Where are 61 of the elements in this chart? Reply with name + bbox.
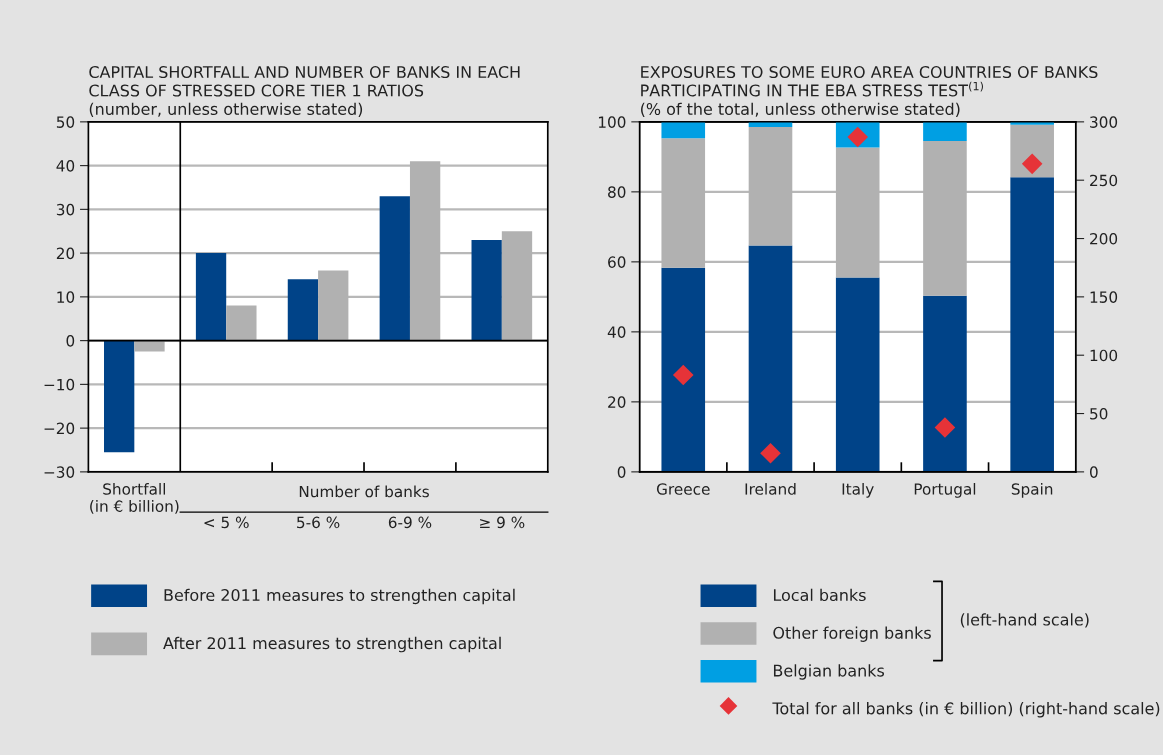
point: [672, 364, 694, 386]
y2-tick-label: 50: [1090, 408, 1108, 420]
y-tick-label: 40: [56, 160, 75, 172]
legend-label: After 2011 measures to strengthen capital: [163, 636, 501, 653]
legend-label: Total for all banks (in € billion) (right-hand scale): [772, 702, 1160, 718]
legend-label: Belgian banks: [773, 664, 885, 680]
y-tick-label: 100: [598, 116, 626, 128]
point: [760, 442, 781, 464]
y-tick-label: 30: [56, 203, 75, 216]
chart-subtitle: (% of the total, unless otherwise stated): [641, 102, 960, 117]
chart-title: CAPITAL SHORTFALL AND NUMBER OF BANKS IN EACH CLASS OF STRESSED CORE TIER 1 RATIOS: [89, 65, 520, 97]
x-tick-label: Portugal: [914, 482, 976, 498]
legend-label: Before 2011 measures to strengthen capital: [164, 588, 515, 605]
y2-tick-label: 300: [1090, 116, 1118, 128]
bar: [1010, 177, 1054, 472]
bar: [1010, 124, 1054, 178]
x-tick-label: Italy: [842, 482, 874, 498]
chart-title: EXPOSURES TO SOME EURO AREA COUNTRIES OF BANKS PARTICIPATING IN THE EBA STRESS TEST$^{(1)}$: [641, 65, 1098, 97]
legend-label: Local banks: [773, 588, 866, 602]
y-tick-label: 0: [617, 466, 626, 478]
legend-label: Other foreign banks: [773, 626, 931, 642]
text: (left-hand scale): [960, 613, 1089, 628]
bar: [748, 245, 793, 472]
chart-subtitle: (number, unless otherwise stated): [89, 102, 363, 117]
x-tick-label: Shortfall (in € billion): [90, 482, 179, 514]
y-tick-label: −10: [44, 378, 75, 391]
bar: [195, 253, 227, 341]
bar: [835, 277, 880, 472]
point: [934, 417, 956, 438]
bar: [379, 196, 410, 341]
bar: [923, 121, 967, 142]
y-tick-label: 10: [57, 291, 75, 303]
x-tick-label: 5-6 %: [297, 516, 340, 529]
y2-tick-label: 150: [1090, 291, 1118, 303]
y-tick-label: 0: [66, 335, 75, 347]
y2-tick-label: 200: [1090, 233, 1118, 245]
y-tick-label: 50: [56, 116, 75, 128]
bar: [287, 279, 319, 341]
bar: [661, 121, 706, 139]
bar: [104, 340, 135, 453]
x-tick-label: Ireland: [745, 482, 796, 495]
text: Number of banks: [299, 485, 429, 498]
y2-tick-label: 0: [1089, 466, 1098, 478]
bar: [471, 239, 502, 341]
y-tick-label: 40: [607, 326, 626, 338]
y-tick-label: 20: [608, 396, 626, 408]
point: [1021, 153, 1043, 175]
y-tick-label: −30: [44, 466, 75, 478]
bar: [661, 267, 706, 472]
bar: [923, 295, 967, 472]
y2-tick-label: 100: [1090, 349, 1118, 362]
x-tick-label: ≥ 9 %: [480, 516, 525, 529]
x-tick-label: 6-9 %: [388, 516, 432, 529]
y-tick-label: −20: [44, 422, 75, 435]
x-tick-label: Greece: [656, 483, 710, 495]
y-tick-label: 60: [608, 256, 626, 268]
x-tick-label: < 5 %: [204, 516, 249, 529]
x-tick-label: Spain: [1011, 482, 1053, 498]
y2-tick-label: 250: [1090, 174, 1118, 187]
y-tick-label: 80: [608, 186, 626, 198]
y-tick-label: 20: [56, 247, 75, 260]
